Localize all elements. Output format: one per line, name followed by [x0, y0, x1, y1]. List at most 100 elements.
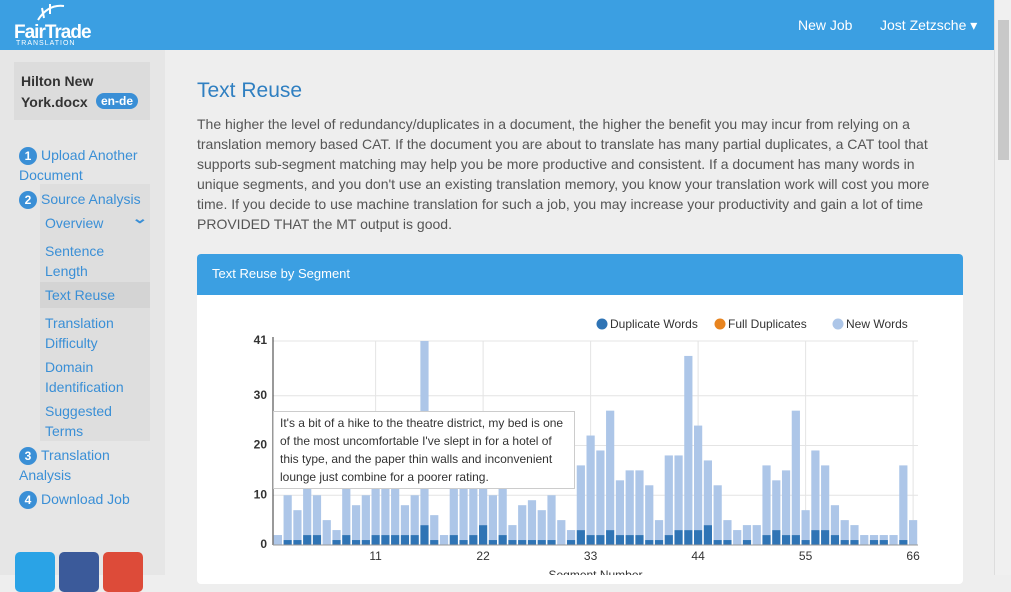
- tooltip: It's a bit of a hike to the theatre dist…: [273, 411, 575, 489]
- bar-segment: [332, 540, 341, 545]
- bar-segment: [312, 535, 322, 545]
- bar-segment: [576, 530, 585, 545]
- bar-segment: [723, 520, 732, 541]
- bar-segment: [537, 510, 546, 541]
- bar-segment: [449, 465, 458, 536]
- bar-segment: [303, 480, 312, 536]
- bar-segment: [381, 535, 390, 545]
- bar-segment: [459, 485, 468, 541]
- bar-segment: [840, 540, 849, 545]
- bar-segment: [869, 535, 879, 541]
- bar-segment: [537, 540, 546, 545]
- bar-segment: [791, 535, 800, 545]
- bar-segment: [664, 535, 673, 545]
- y-tick-label: 41: [254, 333, 268, 347]
- scrollbar[interactable]: [994, 0, 1011, 575]
- chart: 0 10 20 30 41 11 22 33 44 55 66 Duplicate Words Full…: [254, 317, 920, 575]
- nav-link[interactable]: Jost Zetzsche ▾: [880, 17, 978, 33]
- sub-item[interactable]: Sentence Length: [45, 243, 105, 279]
- bar-segment: [371, 485, 380, 536]
- sub-item[interactable]: Overview: [45, 215, 104, 231]
- bar-segment: [752, 525, 761, 545]
- bar-segment: [596, 450, 605, 536]
- doc-box: [14, 62, 150, 120]
- bar-segment: [801, 540, 810, 545]
- bar-segment: [518, 540, 527, 545]
- bar-segment: [391, 480, 400, 536]
- step-label: Upload Another Document: [19, 147, 138, 183]
- bar-segment: [606, 530, 615, 545]
- bar-segment: [381, 470, 390, 536]
- sub-item[interactable]: Translation Difficulty: [45, 315, 114, 351]
- scroll-thumb[interactable]: [998, 20, 1009, 160]
- y-tick-label: 30: [254, 388, 268, 402]
- bar-segment: [869, 540, 879, 545]
- legend-label: Full Duplicates: [728, 317, 807, 331]
- bar-segment: [674, 530, 683, 545]
- bar-segment: [791, 410, 800, 536]
- twitter-button[interactable]: [15, 552, 55, 592]
- google-button[interactable]: [103, 552, 143, 592]
- bar-segment: [273, 535, 282, 545]
- bar-segment: [801, 510, 810, 541]
- x-tick-label: 22: [476, 549, 490, 563]
- step[interactable]: 4 Download Job: [19, 489, 154, 509]
- bar-segment: [909, 520, 918, 545]
- step-label: Download Job: [41, 491, 130, 507]
- panel-header: [197, 254, 963, 295]
- bar-segment: [723, 540, 732, 545]
- bar-segment: [430, 515, 439, 541]
- bar-segment: [586, 535, 595, 545]
- bar-segment: [420, 525, 429, 545]
- y-tick-label: 0: [260, 537, 267, 551]
- bar-segment: [850, 540, 859, 545]
- bar-segment: [527, 500, 537, 541]
- bar-segment: [811, 530, 820, 545]
- bar-segment: [625, 470, 634, 536]
- bar-segment: [615, 535, 625, 545]
- x-tick-label: 33: [584, 549, 598, 563]
- facebook-button[interactable]: [59, 552, 99, 592]
- step-number: 1: [19, 147, 37, 165]
- bar-segment: [566, 530, 576, 541]
- bar-segment: [508, 540, 517, 545]
- bar-segment: [439, 535, 449, 545]
- panel-title: Text Reuse by Segment: [212, 266, 351, 281]
- sub-item[interactable]: Domain Identification: [45, 359, 124, 395]
- bar-segment: [703, 525, 712, 545]
- bar-segment: [674, 455, 683, 531]
- bar-segment: [889, 535, 898, 545]
- bar-segment: [322, 520, 331, 545]
- bar-segment: [371, 535, 380, 545]
- bar-segment: [342, 475, 351, 536]
- bar-segment: [713, 485, 722, 541]
- step-number: 4: [19, 491, 37, 509]
- bar-segment: [400, 535, 410, 545]
- bar-segment: [488, 540, 497, 545]
- bar-segment: [635, 470, 644, 536]
- bar-segment: [684, 530, 693, 545]
- legend-label: New Words: [846, 317, 908, 331]
- logo[interactable]: FairTrade: [14, 22, 92, 43]
- bar-segment: [694, 425, 703, 531]
- step[interactable]: 1 Upload Another Document: [19, 145, 154, 185]
- navbar: FairTrade TRANSLATION New Job Jost Zetzs…: [0, 0, 994, 50]
- sub-item[interactable]: Text Reuse: [45, 287, 116, 303]
- bar-segment: [821, 530, 830, 545]
- sub-item[interactable]: Suggested Terms: [45, 403, 112, 439]
- bar-segment: [293, 540, 302, 545]
- active-bg: [40, 282, 150, 308]
- bar-segment: [547, 540, 556, 545]
- step[interactable]: 2 Source Analysis: [19, 189, 154, 209]
- bar-segment: [400, 505, 410, 536]
- bar-segment: [312, 495, 322, 536]
- bar-segment: [879, 535, 888, 541]
- bar-segment: [361, 495, 370, 541]
- bar-segment: [293, 510, 302, 541]
- y-tick-label: 20: [254, 438, 268, 452]
- step[interactable]: 3 Translation Analysis: [19, 445, 139, 485]
- bar-segment: [733, 530, 742, 545]
- nav-link[interactable]: New Job: [798, 17, 853, 33]
- bar-segment: [342, 535, 351, 545]
- bar-segment: [479, 525, 488, 545]
